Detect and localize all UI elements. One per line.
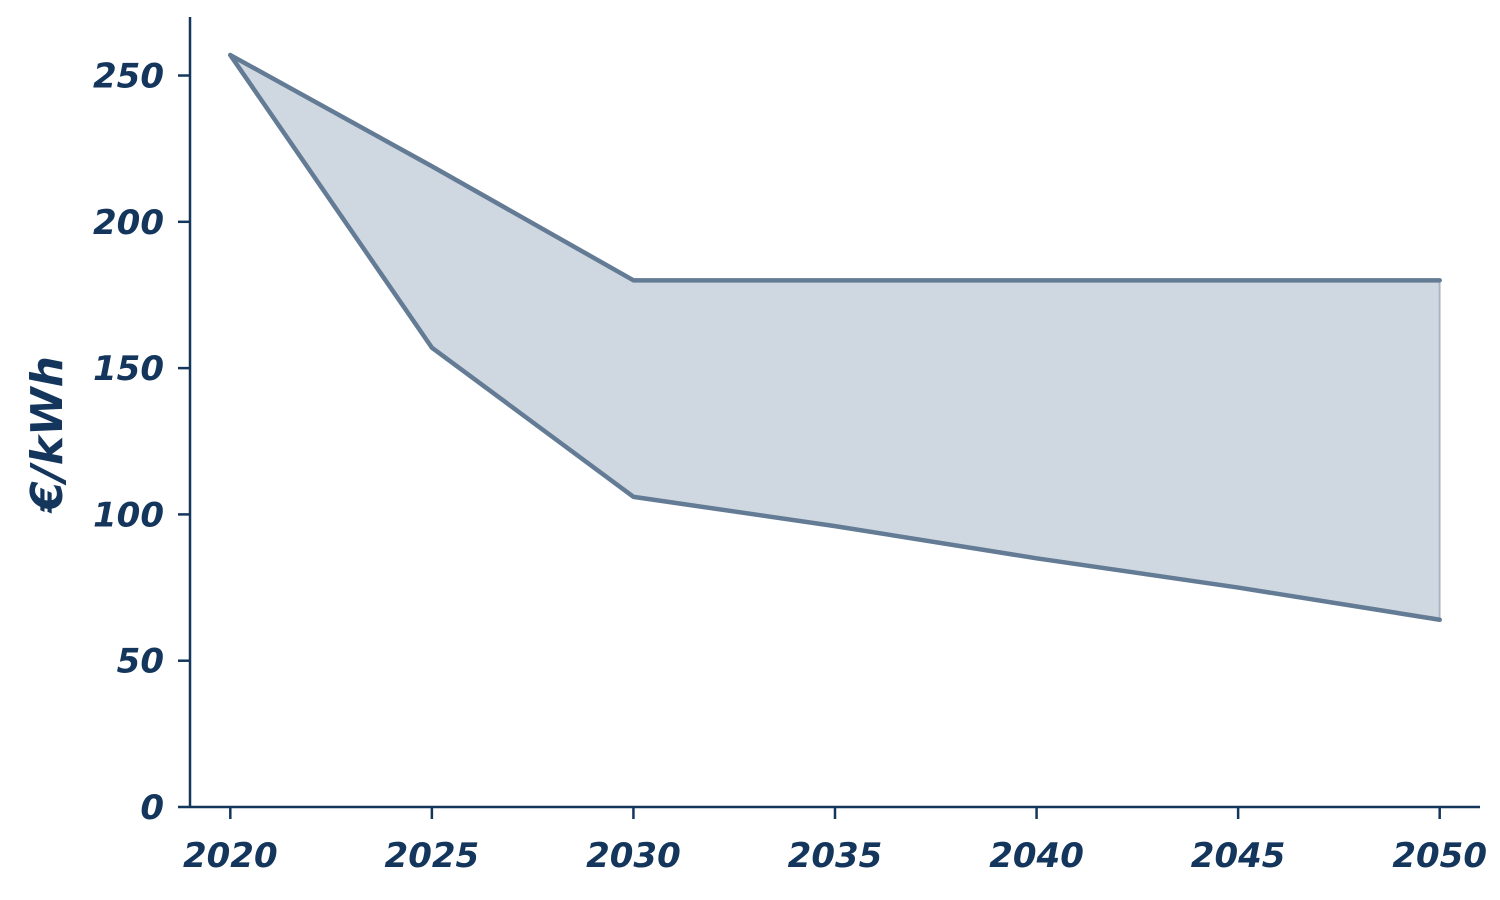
band-area <box>230 55 1440 620</box>
x-tick-label: 2040 <box>989 836 1084 876</box>
y-tick-label: 250 <box>93 57 164 97</box>
y-tick-label: 50 <box>117 642 164 682</box>
x-tick-label: 2045 <box>1191 836 1286 876</box>
x-tick-label: 2020 <box>183 836 278 876</box>
x-tick-label: 2050 <box>1392 836 1487 876</box>
x-tick-label: 2025 <box>385 836 480 876</box>
x-tick-label: 2035 <box>788 836 883 876</box>
y-tick-label: 0 <box>140 788 164 828</box>
tick-labels: 0 50 100 150 200 250 2020 2025 2030 2035 2040 2045 2… <box>93 57 1487 876</box>
x-tick-label: 2030 <box>586 836 681 876</box>
y-axis-title: €/kWh <box>22 356 73 514</box>
y-tick-label: 200 <box>93 203 164 243</box>
upper-bound-line <box>228 52 1442 283</box>
y-tick-label: 100 <box>93 495 164 535</box>
y-tick-label: 150 <box>93 349 164 389</box>
lower-bound-line <box>228 52 1442 622</box>
plot-area <box>228 52 1442 622</box>
